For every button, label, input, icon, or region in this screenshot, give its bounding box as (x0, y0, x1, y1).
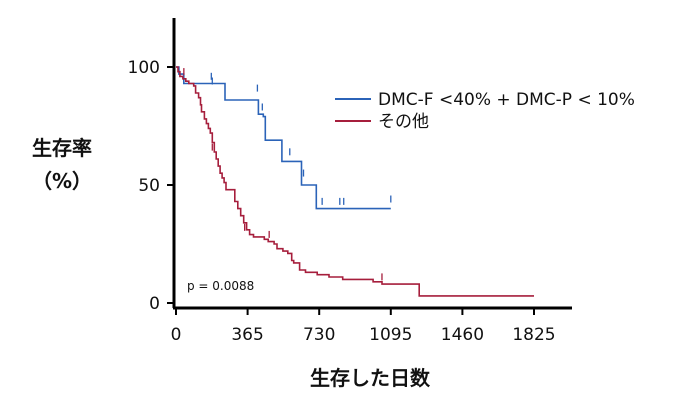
x-axis-title: 生存した日数 (310, 366, 431, 390)
y-tick-label-0: 0 (149, 294, 160, 314)
y-tick-label-2: 100 (128, 58, 160, 78)
x-tick-label-2: 730 (303, 325, 335, 345)
x-tick-label-3: 1095 (369, 325, 412, 345)
legend-label-series-0: DMC-F <40% + DMC-P < 10% (378, 90, 635, 110)
x-tick-label-5: 1825 (512, 325, 555, 345)
y-axis-title: 生存率 （%） (32, 136, 92, 193)
y-tick-label-1: 50 (138, 176, 160, 196)
legend: DMC-F <40% + DMC-P < 10% その他 (335, 90, 635, 132)
y-axis-title-line2: （%） (32, 169, 92, 193)
x-tick-label-0: 0 (171, 325, 182, 345)
x-tick-label-1: 365 (231, 325, 263, 345)
p-value-annotation: p = 0.0088 (187, 279, 254, 293)
plot-marks (176, 66, 534, 297)
series-line-0 (176, 66, 391, 210)
y-axis-title-line1: 生存率 (32, 136, 92, 160)
axes: 0 50 100 0 365 730 1095 1460 1825 (128, 18, 572, 345)
legend-label-series-1: その他 (378, 112, 429, 132)
series-line-1 (176, 66, 534, 297)
x-tick-label-4: 1460 (441, 325, 484, 345)
